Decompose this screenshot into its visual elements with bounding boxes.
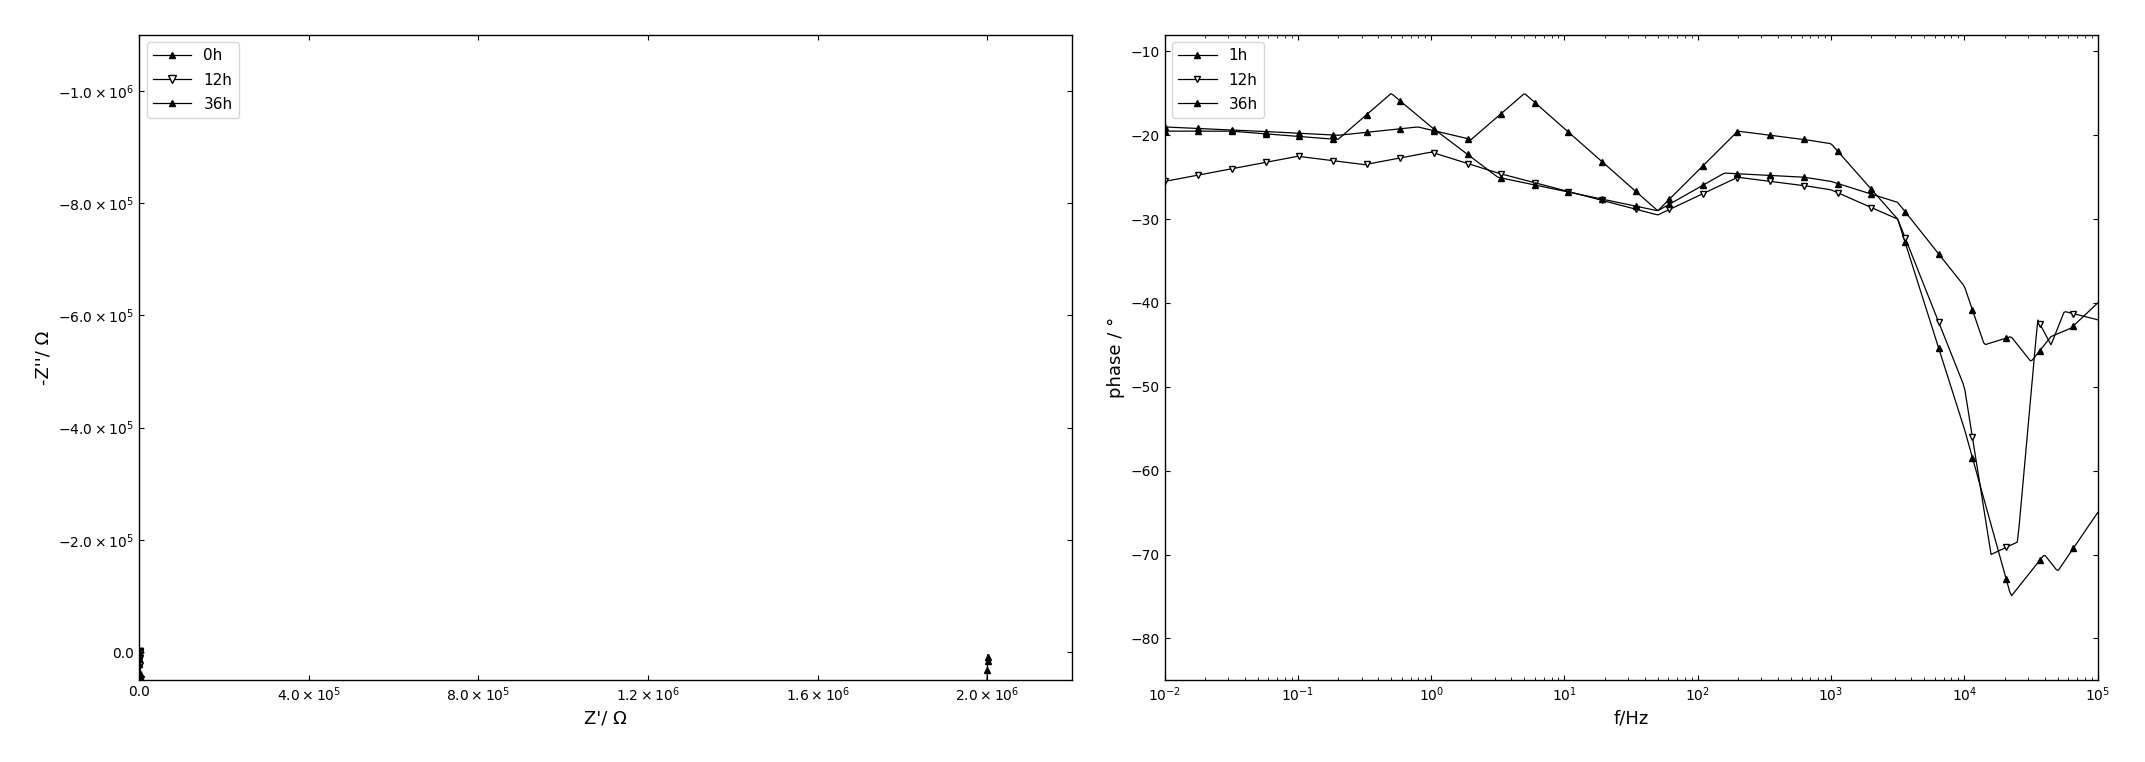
12h — [1658, 204, 1684, 213]
36h — [1377, 89, 1403, 98]
12h — [2066, 310, 2091, 319]
36h — [1064, 725, 1090, 735]
12h — [1163, 728, 1188, 737]
36h — [1602, 197, 1628, 207]
12h — [1918, 299, 1943, 308]
36h — [2018, 357, 2044, 366]
1h — [1658, 193, 1684, 202]
12h — [1418, 148, 1444, 157]
Y-axis label: phase / °: phase / ° — [1107, 317, 1124, 398]
12h — [1165, 652, 1190, 661]
Legend: 0h, 12h, 36h: 0h, 12h, 36h — [146, 43, 238, 118]
0h — [972, 717, 997, 726]
12h — [127, 649, 152, 658]
1h — [2066, 536, 2091, 545]
Line: 0h: 0h — [135, 648, 991, 762]
36h — [1068, 652, 1094, 661]
36h — [1658, 199, 1684, 208]
12h — [2085, 315, 2111, 325]
12h — [127, 648, 152, 657]
Line: 12h: 12h — [135, 648, 1182, 762]
0h — [974, 650, 1000, 659]
0h — [127, 652, 152, 661]
12h — [1978, 550, 2003, 559]
Line: 36h: 36h — [135, 648, 1085, 762]
1h — [1510, 90, 1536, 99]
Legend: 1h, 12h, 36h: 1h, 12h, 36h — [1173, 43, 1263, 118]
X-axis label: Z'/ Ω: Z'/ Ω — [583, 709, 626, 727]
36h — [2066, 316, 2091, 325]
36h — [127, 652, 152, 661]
36h — [127, 648, 152, 657]
12h — [1710, 180, 1735, 189]
1h — [1710, 142, 1735, 152]
12h — [1152, 177, 1178, 186]
12h — [1165, 651, 1190, 660]
Line: 36h: 36h — [1163, 91, 2100, 363]
0h — [127, 649, 152, 658]
Y-axis label: -Z''/ Ω: -Z''/ Ω — [34, 331, 54, 385]
1h — [1602, 168, 1628, 178]
Line: 1h: 1h — [1163, 91, 2100, 598]
0h — [127, 648, 152, 657]
36h — [1596, 196, 1622, 205]
36h — [1068, 651, 1094, 660]
1h — [1999, 591, 2025, 600]
36h — [1918, 240, 1943, 249]
1h — [1596, 164, 1622, 173]
36h — [127, 649, 152, 658]
36h — [2085, 299, 2111, 308]
12h — [127, 652, 152, 661]
36h — [1710, 170, 1735, 179]
12h — [1602, 199, 1628, 208]
Line: 12h: 12h — [1160, 149, 2102, 558]
X-axis label: f/Hz: f/Hz — [1613, 709, 1650, 727]
12h — [1596, 198, 1622, 207]
36h — [1152, 126, 1178, 136]
1h — [1918, 320, 1943, 329]
0h — [974, 652, 1000, 661]
1h — [2085, 508, 2111, 517]
1h — [1152, 123, 1178, 132]
